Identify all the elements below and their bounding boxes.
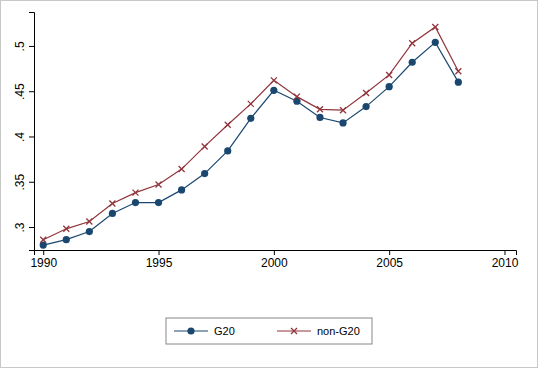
series-marker	[155, 199, 162, 206]
series-marker	[363, 90, 369, 96]
y-tick-label: .45	[13, 83, 27, 100]
x-axis: 1990 1995 2000 2005 2010	[30, 250, 518, 270]
x-tick-label: 2000	[261, 256, 288, 270]
series-marker	[340, 107, 346, 113]
series-marker	[248, 101, 254, 107]
series-marker	[386, 72, 392, 78]
series-marker	[109, 210, 116, 217]
y-tick: .4	[13, 132, 34, 142]
legend: G20 non-G20	[166, 318, 372, 344]
series-marker	[156, 181, 162, 187]
x-axis-line	[35, 251, 517, 256]
series-marker	[270, 87, 277, 94]
y-tick-mark	[29, 136, 34, 137]
series-marker	[179, 166, 185, 172]
y-tick: .3	[13, 222, 34, 232]
x-tick-mark	[389, 250, 390, 255]
x-tick-mark	[274, 250, 275, 255]
series-marker	[317, 106, 323, 112]
series-marker	[63, 236, 70, 243]
legend-label: G20	[214, 325, 235, 337]
series-marker	[224, 147, 231, 154]
series-marker	[86, 228, 93, 235]
series-marker	[339, 119, 346, 126]
legend-box	[166, 318, 372, 344]
y-axis: .3 .35 .4 .45 .5	[13, 13, 35, 251]
series-marker	[432, 39, 439, 46]
y-tick: .5	[13, 41, 34, 51]
series-marker	[294, 94, 300, 100]
series-marker	[455, 68, 461, 74]
legend-marker	[291, 328, 297, 334]
series-marker	[409, 59, 416, 66]
series-marker	[109, 200, 115, 206]
series-marker	[132, 199, 139, 206]
x-tick: 1990	[30, 250, 57, 270]
y-tick-label: .5	[13, 41, 27, 51]
x-tick-mark	[43, 250, 44, 255]
x-tick-mark	[159, 250, 160, 255]
y-axis-line	[29, 13, 35, 251]
y-tick-label: .4	[13, 132, 27, 142]
series-marker	[201, 170, 208, 177]
plot-area	[40, 24, 462, 249]
series-marker	[362, 103, 369, 110]
y-tick-label: .3	[13, 222, 27, 232]
y-tick: .45	[13, 83, 34, 100]
series-marker	[132, 190, 138, 196]
y-tick-mark	[29, 91, 34, 92]
series-line	[43, 27, 458, 240]
series-marker	[178, 186, 185, 193]
series-marker	[316, 114, 323, 121]
x-tick: 2010	[492, 250, 519, 270]
x-tick-label: 2010	[492, 256, 519, 270]
y-tick-mark	[29, 227, 34, 228]
series-marker	[202, 143, 208, 149]
x-tick: 2005	[376, 250, 403, 270]
chart: .3 .35 .4 .45 .5 1990 1995 2000 2005 2010 G20 non-G…	[0, 0, 538, 368]
legend-label: non-G20	[317, 325, 360, 337]
series-marker	[432, 24, 438, 30]
series-marker	[63, 226, 69, 232]
x-tick: 1995	[146, 250, 173, 270]
series-marker	[40, 237, 46, 243]
series-marker	[247, 115, 254, 122]
series-marker	[386, 83, 393, 90]
x-tick-label: 1995	[146, 256, 173, 270]
series-marker	[455, 79, 462, 86]
y-tick-mark	[29, 46, 34, 47]
x-tick-label: 2005	[376, 256, 403, 270]
background	[1, 1, 538, 368]
y-tick: .35	[13, 174, 34, 191]
legend-marker	[187, 327, 194, 334]
y-tick-label: .35	[13, 174, 27, 191]
series-marker	[409, 40, 415, 46]
series-marker	[86, 219, 92, 225]
x-tick: 2000	[261, 250, 288, 270]
series-line	[43, 42, 458, 245]
y-tick-mark	[29, 182, 34, 183]
series-marker	[271, 77, 277, 83]
x-tick-mark	[504, 250, 505, 255]
x-tick-label: 1990	[30, 256, 57, 270]
series-marker	[225, 122, 231, 128]
